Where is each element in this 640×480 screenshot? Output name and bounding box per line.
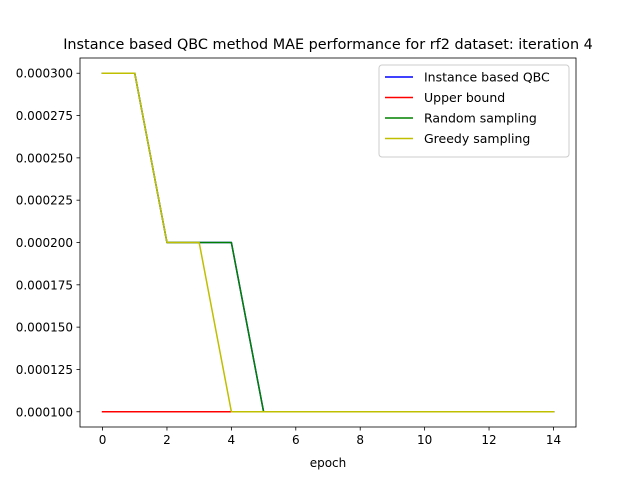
series-line-3 xyxy=(101,72,555,413)
plot-area: 0 2 4 6 8 10 12 14 0.000100 0.000125 0.000150 0.000… xyxy=(16,57,577,447)
y-tick-label: 0.000175 xyxy=(16,278,73,292)
legend: Instance based QBC Upper bound Random samp… xyxy=(378,64,570,158)
y-tick-label: 0.000125 xyxy=(16,363,73,377)
x-tick-label: 8 xyxy=(356,433,364,447)
legend-label: Greedy sampling xyxy=(424,131,530,146)
legend-label: Random sampling xyxy=(424,111,537,126)
legend-label: Upper bound xyxy=(424,90,505,105)
y-tick-label: 0.000275 xyxy=(16,109,73,123)
x-tick-label: 12 xyxy=(481,433,496,447)
y-tick-label: 0.000200 xyxy=(16,236,73,250)
x-tick-label: 4 xyxy=(228,433,236,447)
y-tick-label: 0.000150 xyxy=(16,321,73,335)
x-axis-label: epoch xyxy=(310,456,347,470)
x-tick-label: 6 xyxy=(292,433,300,447)
legend-label: Instance based QBC xyxy=(424,70,550,85)
legend-box xyxy=(378,64,570,158)
y-tick-label: 0.000300 xyxy=(16,67,73,81)
y-tick-label: 0.000100 xyxy=(16,405,73,419)
x-tick-label: 0 xyxy=(99,433,107,447)
y-tick-label: 0.000225 xyxy=(16,194,73,208)
x-tick-label: 10 xyxy=(417,433,432,447)
y-tick-label: 0.000250 xyxy=(16,151,73,165)
chart-title: Instance based QBC method MAE performanc… xyxy=(63,37,593,53)
x-tick-label: 2 xyxy=(163,433,171,447)
x-tick-label: 14 xyxy=(546,433,561,447)
